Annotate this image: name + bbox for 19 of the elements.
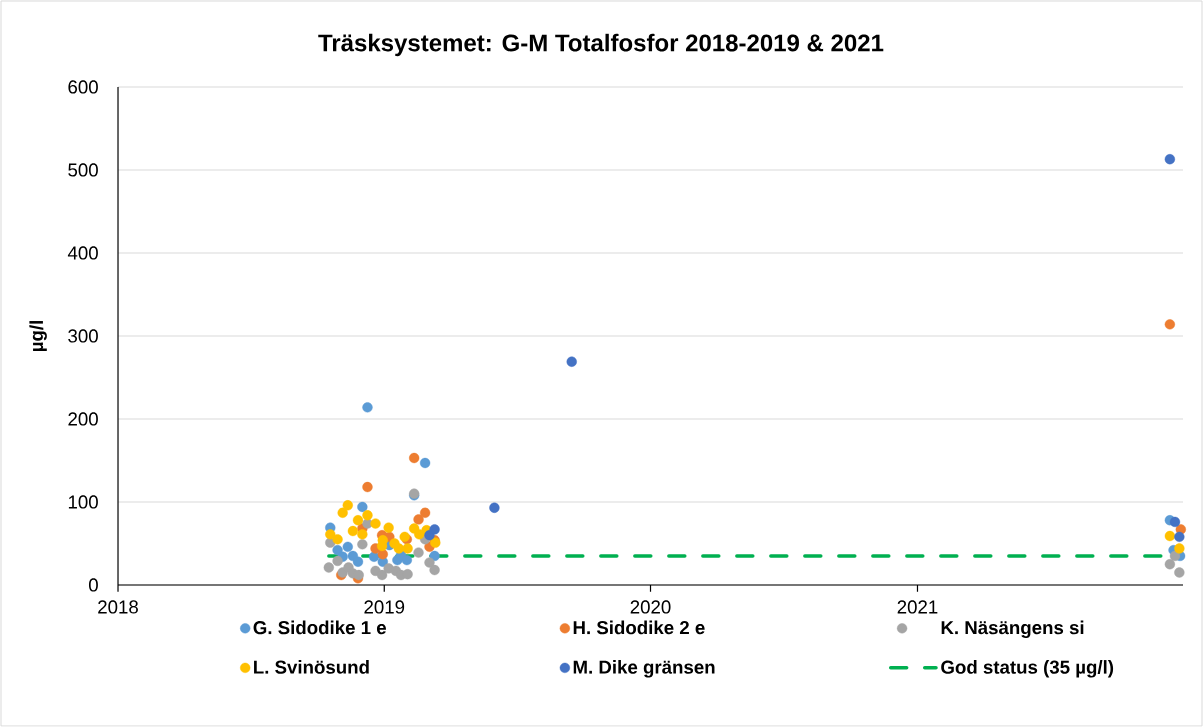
chart-title: Träsksystemet: G-M Totalfosfor 2018-2019 & 2021 [318,33,884,57]
x-tick-label: 2018 [98,600,138,614]
y-tick-label: 500 [68,163,98,177]
legend-label: H. Sidodike 2 e [573,620,705,635]
y-tick-label: 100 [68,495,98,509]
legend-label: K. Näsängens si [941,620,1084,639]
y-tick-label: 400 [67,246,98,260]
legend-label: G. Sidodike 1 e [253,620,386,635]
legend-label: M. Dike gränsen [573,660,715,678]
legend-label: L. Svinösund [254,660,369,674]
y-tick-label: 600 [68,80,98,94]
x-tick-label: 2020 [630,600,671,614]
y-tick-label: 300 [68,329,98,343]
y-axis-title: µg/l [29,321,47,352]
y-tick-label: 0 [88,578,98,592]
x-tick-label: 2019 [364,600,405,614]
y-tick-label: 200 [68,412,98,426]
x-tick-label: 2021 [897,600,938,614]
legend-label: God status (35 µg/l) [941,660,1114,678]
